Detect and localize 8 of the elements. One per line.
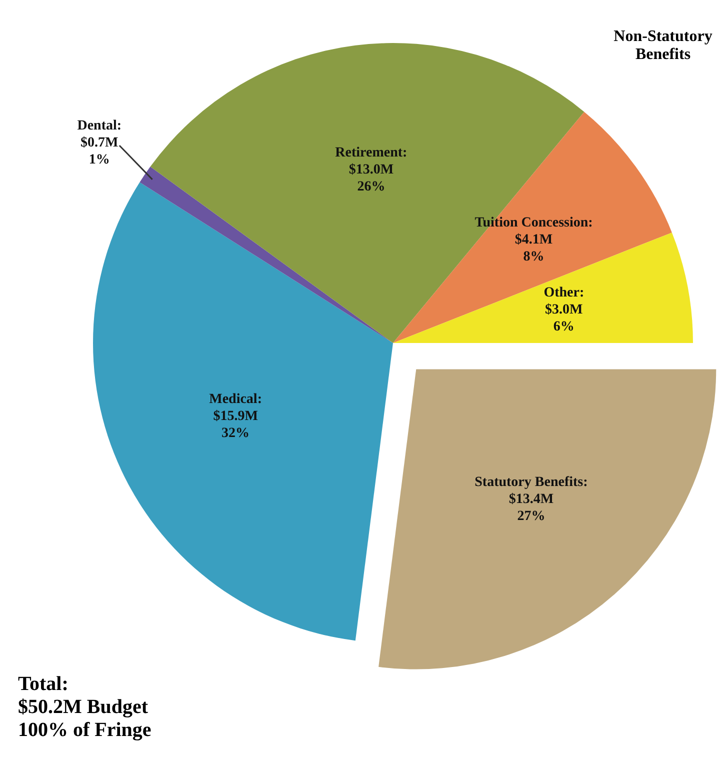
slice-label: Other: $3.0M 6%: [544, 286, 584, 335]
slice-label: Medical: $15.9M 32%: [209, 392, 262, 442]
slice-label: Retirement: $13.0M 26%: [335, 146, 408, 195]
text: Non-Statutory Benefits: [612, 28, 714, 64]
slice-label: Tuition Concession: $4.1M 8%: [474, 216, 593, 265]
slice-label: Dental: $0.7M 1%: [77, 118, 122, 168]
text: Total: $50.2M Budget 100% of Fringe: [18, 673, 152, 742]
slice-label: Statutory Benefits: $13.4M 27%: [474, 474, 588, 524]
